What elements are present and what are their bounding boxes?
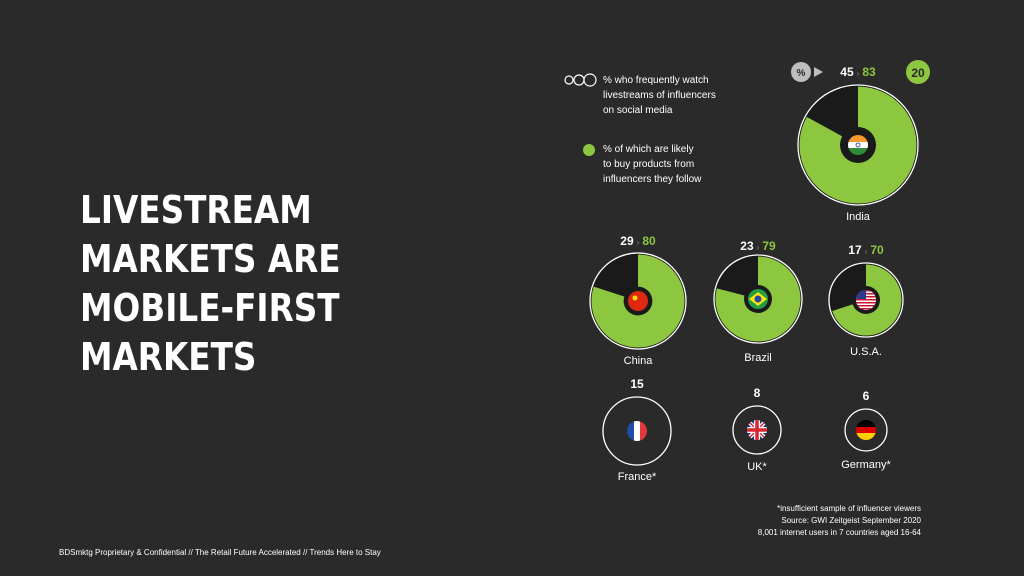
country-chart: 8 UK*: [732, 386, 782, 473]
india-flag-icon: [848, 135, 868, 155]
highlight-badge: 20: [906, 60, 930, 84]
buy-value: 83: [862, 65, 876, 79]
watch-value: 29: [620, 234, 634, 248]
uk-flag-icon: [747, 420, 767, 440]
buy-value: 70: [870, 243, 884, 257]
watch-value: 15: [630, 377, 644, 391]
country-chart: 15 France*: [602, 377, 672, 483]
headline: LIVESTREAM MARKETS ARE MOBILE-FIRST MARK…: [80, 186, 341, 382]
buy-legend-icon: [583, 144, 595, 156]
pct-badge-label: %: [797, 68, 806, 79]
watch-value: 8: [754, 386, 761, 400]
footer-text: BDSmktg Proprietary & Confidential // Th…: [59, 548, 381, 557]
headline-line: LIVESTREAM: [80, 188, 312, 232]
value-label: 8: [754, 386, 761, 400]
headline-line: MARKETS: [80, 335, 257, 379]
value-label: 45 › 83: [840, 65, 876, 79]
country-charts: 45 › 83 India 29 › 80 China 23 › 79 Brazil 17 › 70 U.S.…: [589, 65, 919, 483]
headline-line: MARKETS ARE: [80, 237, 341, 281]
usa-flag-icon: [856, 290, 876, 310]
pct-badge: %: [791, 62, 811, 82]
play-arrow-icon: [814, 67, 823, 77]
country-label: Germany*: [841, 459, 891, 471]
legend: % who frequently watch livestreams of in…: [564, 73, 716, 185]
country-label: China: [624, 355, 654, 367]
watch-circle: [602, 396, 672, 466]
buy-value: 80: [642, 234, 656, 248]
germany-flag-icon: [856, 420, 876, 440]
footnotes: *insufficient sample of influencer viewe…: [758, 503, 921, 539]
value-label: 6: [863, 389, 870, 403]
country-label: UK*: [747, 461, 767, 473]
legend-buy-line: % of which are likely: [603, 144, 694, 155]
legend-buy-line: influencers they follow: [603, 174, 702, 185]
brazil-flag-icon: [748, 289, 768, 309]
country-chart: 17 › 70 U.S.A.: [828, 243, 904, 358]
country-chart: 29 › 80 China: [589, 234, 687, 367]
watch-value: 23: [740, 239, 754, 253]
country-label: India: [846, 211, 871, 223]
buy-value: 79: [762, 239, 776, 253]
footnote-line: Source: GWI Zeitgeist September 2020: [781, 516, 921, 525]
legend-buy-line: to buy products from: [603, 159, 694, 170]
legend-watch-line: on social media: [603, 105, 673, 116]
legend-watch-line: % who frequently watch: [603, 75, 709, 86]
country-label: France*: [618, 471, 657, 483]
watch-legend-icon: [564, 73, 597, 87]
watch-circle: [844, 408, 888, 452]
china-flag-icon: [628, 291, 648, 311]
watch-value: 6: [863, 389, 870, 403]
country-label: Brazil: [744, 352, 772, 364]
watch-circle: [732, 405, 782, 455]
watch-value: 45: [840, 65, 854, 79]
highlight-badge-label: 20: [911, 66, 925, 80]
france-flag-icon: [627, 421, 647, 441]
country-chart: 6 Germany*: [841, 389, 891, 471]
value-label: 23 › 79: [740, 239, 776, 253]
country-chart: 23 › 79 Brazil: [713, 239, 803, 364]
value-label: 17 › 70: [848, 243, 884, 257]
watch-value: 17: [848, 243, 862, 257]
country-label: U.S.A.: [850, 346, 882, 358]
legend-watch-line: livestreams of influencers: [603, 90, 716, 101]
value-label: 29 › 80: [620, 234, 656, 248]
footnote-line: *insufficient sample of influencer viewe…: [777, 504, 921, 513]
value-label: 15: [630, 377, 644, 391]
country-chart: 45 › 83 India: [797, 65, 919, 223]
headline-line: MOBILE-FIRST: [80, 286, 340, 330]
footnote-line: 8,001 internet users in 7 countries aged…: [757, 528, 921, 537]
